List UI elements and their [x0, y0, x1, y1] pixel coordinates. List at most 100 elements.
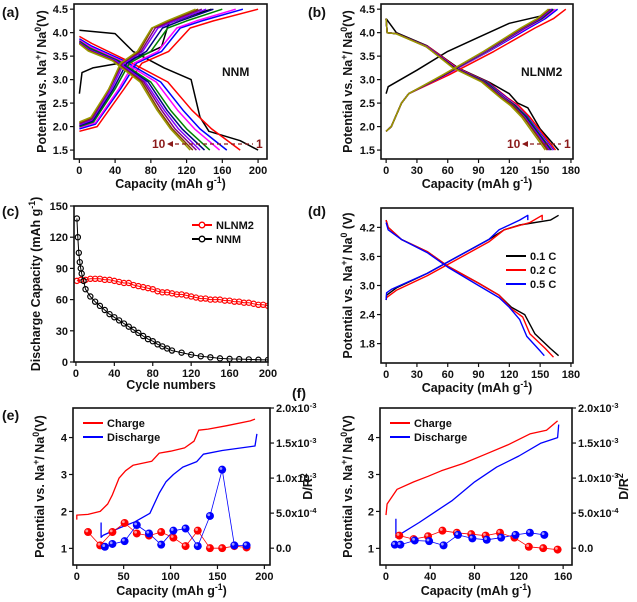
x-axis-label-part: -1 [520, 175, 528, 185]
data-point [205, 544, 214, 553]
plot-frame [73, 3, 268, 160]
y-tick-label: 2.0 [360, 122, 375, 134]
y-axis-label-part: 0 [33, 27, 43, 32]
data-point [410, 536, 419, 545]
plot-area [385, 214, 560, 358]
y-axis-label: Potential vs. Na+/ Na0(V) [33, 10, 49, 153]
y-tick-label: 4.0 [360, 28, 375, 40]
x-axis-label-part: ) [222, 177, 226, 191]
y-axis-label-part: / Na [33, 436, 47, 460]
data-point [82, 286, 89, 293]
y2-tick-label: 1.5x10-3 [276, 436, 317, 451]
charge-curve [385, 214, 543, 301]
y-axis-label-part: / Na [341, 436, 355, 460]
arrow-head-icon [522, 141, 528, 147]
y-axis-label: Potential vs. Na+/ Na0(V) [339, 10, 355, 153]
data-point [218, 465, 227, 474]
x-axis-label-part: Capacity (mAh g [422, 381, 521, 395]
discharge-curve [78, 40, 211, 151]
data-point [120, 320, 128, 327]
sample-label: NLNM2 [521, 65, 563, 79]
y-axis-label-part: (V) [33, 415, 47, 432]
x-axis-label-part: Capacity (mAh g [422, 177, 521, 191]
y-tick-label: 1.5 [360, 145, 375, 157]
y-tick-label: 3.0 [53, 75, 68, 87]
x-tick-label: 150 [208, 571, 226, 583]
y2-tick-label-part: 1.5x10 [578, 438, 612, 450]
panel-a: (a) 0 40 80 120 160 200 1.5 2.0 2.5 3.0 3.5 4.0 4.5 Ca… [2, 3, 268, 191]
y2-tick-label: 0.0 [578, 543, 593, 555]
x-axis-label: Cycle numbers [126, 378, 216, 392]
y-axis-label: Potential vs. Na+/ Na0(V) [339, 415, 355, 558]
data-point [111, 314, 118, 321]
y-tick-label: 4.5 [360, 4, 375, 16]
data-point-highlight [468, 531, 472, 535]
y-tick-label: 3.5 [53, 51, 68, 63]
data-point-highlight [483, 532, 486, 536]
legend-label: 0.1 C [530, 251, 556, 263]
x-tick-label: 30 [411, 369, 423, 381]
charge-curve [79, 8, 196, 123]
y2-tick-label-part: 2.0x10 [578, 403, 612, 415]
y-axis-label-part: Potential vs. Na [35, 59, 49, 153]
charge-curve [79, 8, 223, 128]
plot-area [74, 215, 268, 362]
data-point [193, 526, 202, 535]
plot-area [76, 418, 258, 553]
legend-label: Discharge [107, 432, 160, 444]
data-point [120, 537, 129, 546]
discharge-curve [385, 18, 546, 151]
data-point [205, 511, 214, 520]
data-point [120, 518, 129, 527]
legend-item: Discharge [390, 432, 467, 444]
y2-tick-label-part: 1.0x10 [578, 473, 612, 485]
x-tick-label: 0 [73, 368, 79, 380]
y2-tick-label-part: 5.0x10 [578, 508, 612, 520]
panel-c: (c) 0 40 80 120 160 200 0 30 60 90 120 150 Cycle numb… [2, 197, 277, 392]
y-tick-label: 1 [368, 543, 374, 555]
gitt-curve [100, 433, 258, 538]
sample-label: NNM [222, 65, 249, 79]
data-point-highlight [146, 530, 150, 534]
discharge-curve [385, 219, 555, 358]
y-axis-label: Potential vs. Na+/ Na0 (V) [339, 212, 355, 358]
data-point [168, 347, 176, 354]
panel-e: (e)0 50 100 150 20012340.05.0x10-41.0x10-31.… [2, 401, 317, 599]
y2-axis-label-part: 2 [299, 473, 309, 478]
y-axis-label-part: + [339, 55, 349, 60]
x-tick-label: 160 [213, 165, 231, 177]
data-point-highlight [469, 535, 473, 539]
legend-item: Charge [83, 418, 145, 430]
discharge-curve [78, 41, 206, 151]
data-point [78, 270, 85, 277]
plot-frame [73, 205, 269, 363]
y2-tick-label-part: -3 [310, 471, 317, 480]
data-point-highlight [219, 545, 223, 549]
y2-tick-label-part: -3 [612, 401, 619, 410]
y-axis-label: Potential vs. Na+/ Na0(V) [31, 415, 47, 558]
discharge-curve [79, 35, 241, 151]
y-axis-label-part: (V) [341, 415, 355, 432]
legend-label: 0.2 C [530, 265, 556, 277]
data-point [497, 533, 506, 542]
data-point [108, 528, 117, 537]
plot-frame [379, 407, 573, 566]
data-point-highlight [425, 533, 429, 537]
y-axis-label-part: / Na [341, 236, 355, 260]
y-axis-label-part: (V) [341, 212, 355, 232]
y-tick-label: 2.5 [53, 98, 68, 110]
y-axis-label-part: ) [29, 197, 43, 201]
data-point [144, 529, 153, 538]
y2-tick-label-part: 2.0x10 [276, 403, 310, 415]
data-point [207, 354, 214, 361]
panel-label: (d) [308, 203, 326, 219]
y-tick-label: 3.0 [360, 281, 375, 293]
legend-label: Charge [107, 418, 145, 430]
charge-curve [385, 8, 553, 94]
data-point-highlight [97, 542, 101, 546]
x-axis-label-part: Cycle numbers [126, 378, 216, 392]
y-axis-label-part: 0 [339, 432, 349, 437]
y2-axis-label: D/R2 [615, 473, 631, 500]
y-tick-label: 90 [56, 263, 68, 275]
